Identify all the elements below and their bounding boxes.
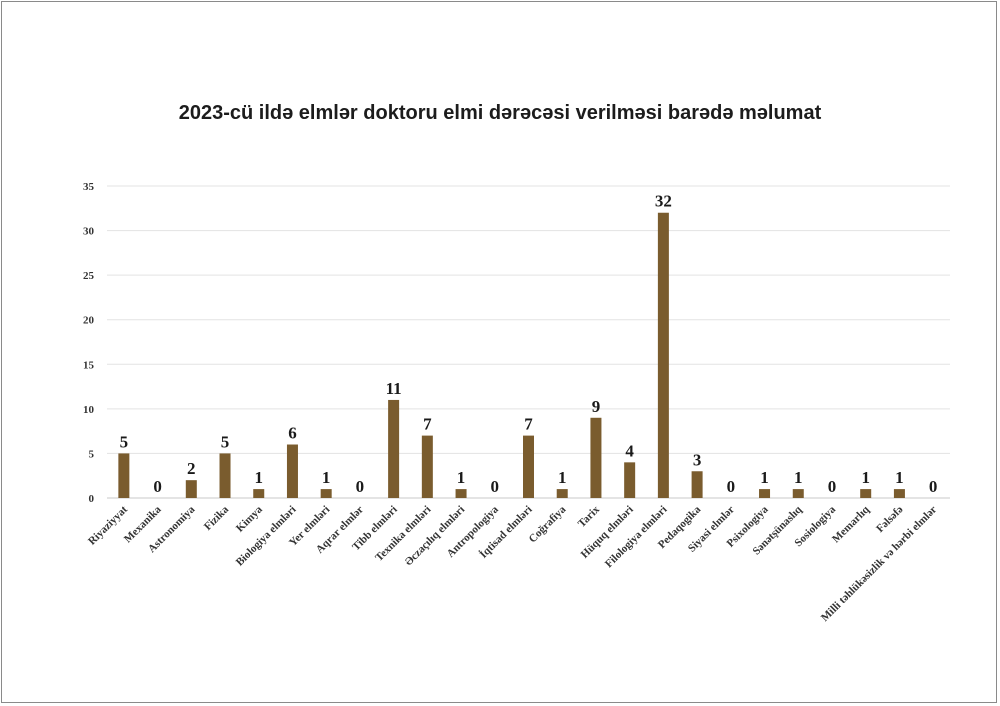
bar [691,471,703,498]
data-label: 3 [693,450,702,469]
data-label: 0 [356,477,365,496]
bar [556,489,568,498]
data-label: 2 [187,459,196,478]
bar [118,453,130,498]
data-label: 1 [254,468,263,487]
data-label: 1 [895,468,904,487]
x-tick-label: Kimya [234,503,265,534]
bar [253,489,265,498]
data-label: 1 [861,468,870,487]
bar [792,489,804,498]
data-label: 5 [221,432,230,451]
y-tick-label: 15 [83,359,95,371]
chart-title: 2023-cü ildə elmlər doktoru elmi dərəcəs… [178,102,822,124]
data-label: 1 [794,468,803,487]
x-tick-label: Əczaçılıq elmləri [403,504,468,569]
data-label: 0 [828,477,837,496]
x-tick-label: Tarix [576,503,603,530]
data-label: 6 [288,424,297,443]
bar [320,489,332,498]
data-label: 11 [386,379,402,398]
bar [219,453,231,498]
bar [590,417,602,498]
data-label: 9 [592,397,601,416]
data-label: 4 [625,441,634,460]
bar [388,399,400,498]
bar [624,462,636,498]
x-tick-label: Fizika [202,503,232,533]
y-tick-label: 10 [83,404,95,416]
bar [421,435,433,498]
data-label: 1 [457,468,466,487]
data-label: 32 [655,192,672,211]
bar [759,489,771,498]
data-label: 0 [727,477,736,496]
x-tick-label: Filologiya elmləri [603,504,670,571]
data-label: 1 [322,468,331,487]
data-label: 1 [558,468,567,487]
data-label: 0 [491,477,500,496]
y-tick-label: 5 [89,448,95,460]
y-tick-label: 25 [83,270,95,282]
bar [860,489,872,498]
bar [523,435,534,498]
bar [185,480,197,498]
x-tick-label: Coğrafiya [527,503,569,545]
bar [455,489,467,498]
data-label: 7 [524,415,533,434]
y-tick-label: 30 [83,226,95,238]
bar [893,489,905,498]
data-label: 5 [120,432,129,451]
x-tick-label: Memarlıq [830,503,872,545]
bar [286,444,298,498]
x-tick-label: Riyaziyyat [86,503,130,547]
y-tick-label: 35 [83,181,95,193]
data-label: 0 [153,477,162,496]
x-tick-label: Fəlsəfə [874,504,905,535]
bar [657,212,669,498]
data-label: 7 [423,415,432,434]
y-tick-label: 0 [89,493,95,505]
data-label: 0 [929,477,938,496]
data-label: 1 [760,468,769,487]
x-tick-label: Biologiya elmləri [234,504,299,569]
y-tick-label: 20 [83,315,95,327]
